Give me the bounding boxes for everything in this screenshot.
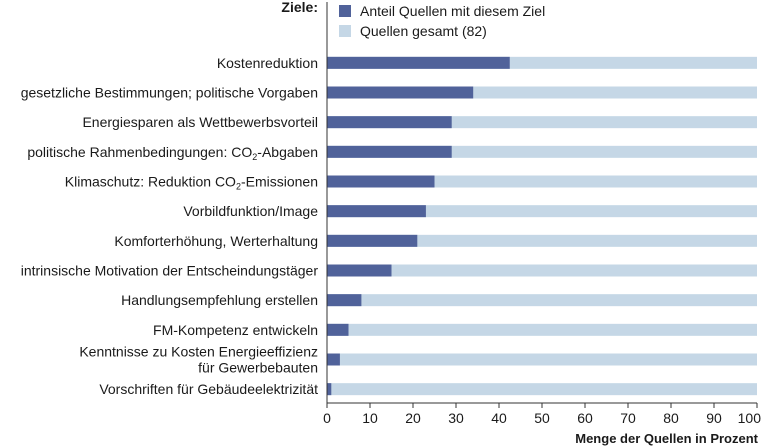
category-label: Handlungsempfehlung erstellen (121, 292, 318, 308)
bar-total (327, 323, 757, 336)
category-label: gesetzliche Bestimmungen; politische Vor… (21, 85, 318, 101)
category-label: Vorschriften für Gebäudeelektrizität (99, 381, 318, 397)
bar-share (327, 56, 510, 69)
bar-share (327, 234, 418, 247)
category-label: FM-Kompetenz entwickeln (153, 322, 318, 338)
bar-share (327, 116, 452, 129)
bar-total (327, 383, 757, 396)
x-tick-label: 60 (577, 410, 593, 426)
bar-share (327, 323, 349, 336)
bar-share (327, 145, 452, 158)
legend: Anteil Quellen mit diesem Ziel Quellen ge… (339, 3, 545, 39)
bar-total (327, 294, 757, 307)
x-tick-label: 100 (738, 410, 761, 426)
x-tick-label: 20 (405, 410, 421, 426)
x-tick-label: 0 (323, 410, 331, 426)
category-labels: Kostenreduktion gesetzliche Bestimmungen;… (21, 55, 319, 397)
bar-total (327, 353, 757, 366)
legend-title: Ziele: (281, 0, 318, 15)
x-axis: 0 10 20 30 40 50 60 70 80 90 100 (323, 2, 761, 426)
category-label: politische Rahmenbedingungen: CO2-Abgabe… (27, 144, 318, 162)
legend-swatch (339, 5, 351, 17)
category-label: für Gewerbebauten (198, 360, 318, 376)
bar-share (327, 205, 426, 218)
bar-share (327, 264, 392, 277)
x-tick-label: 50 (534, 410, 550, 426)
category-label: Kenntnisse zu Kosten Energieeffizienz (79, 344, 318, 360)
bar-share (327, 86, 474, 99)
bar-share (327, 294, 362, 307)
bar-total (327, 264, 757, 277)
bar-share (327, 383, 332, 396)
x-tick-label: 70 (620, 410, 636, 426)
bars (327, 56, 757, 396)
category-label: intrinsische Motivation der Entscheindun… (21, 263, 319, 279)
category-label: Vorbildfunktion/Image (183, 203, 318, 219)
x-tick-label: 90 (706, 410, 722, 426)
legend-label: Anteil Quellen mit diesem Ziel (360, 3, 545, 19)
category-label: Kostenreduktion (217, 55, 318, 71)
category-label: Energiesparen als Wettbewerbsvorteil (82, 114, 318, 130)
legend-label: Quellen gesamt (82) (360, 23, 487, 39)
x-axis-label: Menge der Quellen in Prozent (575, 431, 758, 446)
bar-share (327, 353, 340, 366)
bar-total (327, 205, 757, 218)
bar-total (327, 116, 757, 129)
bar-total (327, 56, 757, 69)
category-label: Komforterhöhung, Werterhaltung (114, 233, 318, 249)
category-label: Klimaschutz: Reduktion CO2-Emissionen (65, 174, 318, 192)
x-tick-label: 10 (362, 410, 378, 426)
legend-swatch (339, 25, 351, 37)
x-tick-label: 40 (491, 410, 507, 426)
x-tick-label: 30 (448, 410, 464, 426)
bar-share (327, 175, 435, 188)
bar-total (327, 234, 757, 247)
x-tick-label: 80 (663, 410, 679, 426)
